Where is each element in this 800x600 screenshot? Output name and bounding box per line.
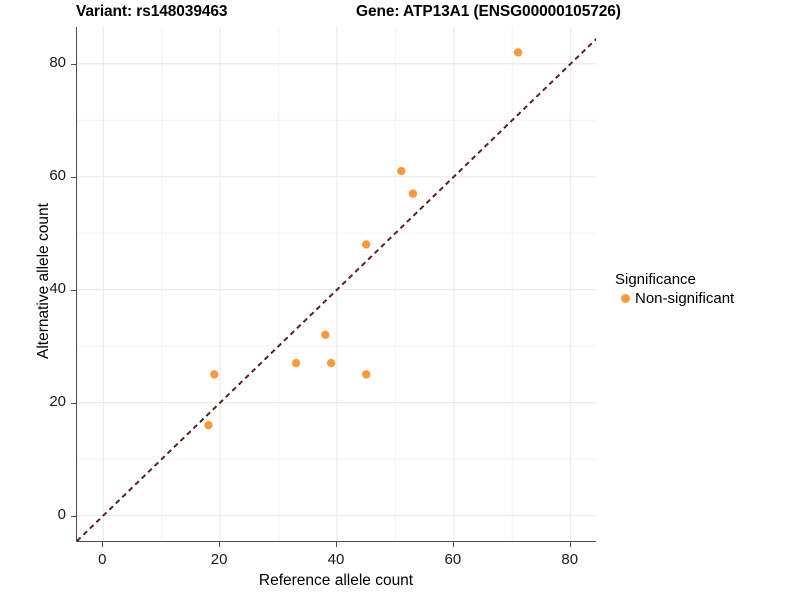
figure-title: Variant: rs148039463 Gene: ATP13A1 (ENSG… xyxy=(0,0,800,28)
legend-point-icon xyxy=(621,294,630,303)
y-tick-label: 20 xyxy=(49,392,66,410)
x-tick-label: 40 xyxy=(327,551,345,568)
y-tick-mark xyxy=(71,289,76,291)
x-tick-mark xyxy=(569,542,571,547)
data-point xyxy=(204,421,213,430)
x-tick-label: 20 xyxy=(210,551,228,568)
data-point xyxy=(321,330,330,340)
identity-line-red xyxy=(77,37,596,541)
x-tick-label: 80 xyxy=(561,551,579,568)
data-point xyxy=(326,358,336,368)
data-point xyxy=(513,48,523,57)
x-tick-mark xyxy=(452,542,454,547)
x-tick-label: 0 xyxy=(98,551,107,568)
y-tick-mark xyxy=(71,176,76,178)
data-point xyxy=(291,358,301,368)
y-tick-mark xyxy=(71,515,76,517)
y-tick-label: 60 xyxy=(49,166,66,184)
data-point xyxy=(362,370,371,379)
legend-item-label: Non-significant xyxy=(635,290,735,307)
plot-panel xyxy=(76,27,596,541)
y-axis-label: Alternative allele count xyxy=(35,203,52,359)
data-point xyxy=(397,166,406,176)
y-tick-mark xyxy=(71,402,76,404)
data-point xyxy=(210,370,219,379)
x-tick-mark xyxy=(219,542,221,547)
x-tick-mark xyxy=(336,542,337,547)
data-point xyxy=(362,240,371,249)
y-tick-mark xyxy=(71,63,76,65)
plot-canvas xyxy=(77,27,596,541)
gene-title: Gene: ATP13A1 (ENSG00000105726) xyxy=(356,3,621,20)
y-tick-label: 0 xyxy=(57,505,66,523)
x-axis-line xyxy=(76,541,596,542)
legend-title: Significance xyxy=(615,271,696,288)
variant-title: Variant: rs148039463 xyxy=(76,3,228,20)
x-tick-label: 60 xyxy=(444,551,462,568)
legend: Significance Non-significant xyxy=(615,271,797,307)
legend-item: Non-significant xyxy=(621,290,797,307)
x-tick-mark xyxy=(102,542,104,547)
x-axis-label: Reference allele count xyxy=(258,572,414,589)
y-tick-label: 80 xyxy=(49,53,66,71)
data-point xyxy=(408,189,418,198)
y-tick-label: 40 xyxy=(49,279,66,297)
legend-entries: Non-significant xyxy=(615,290,797,307)
